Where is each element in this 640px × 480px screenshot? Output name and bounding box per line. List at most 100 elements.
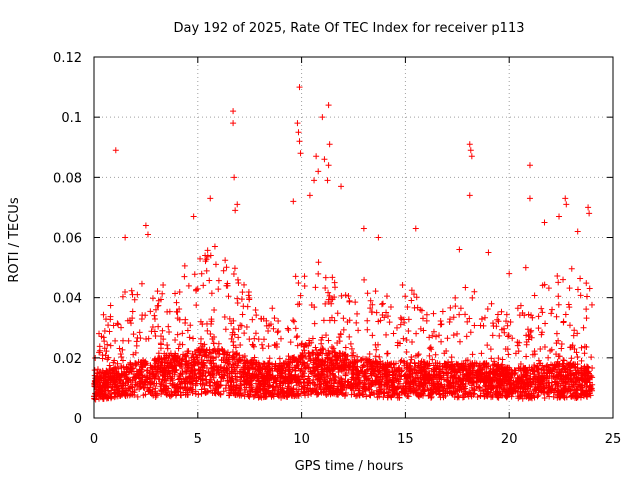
data-point bbox=[199, 381, 206, 388]
data-point bbox=[447, 380, 454, 387]
data-point bbox=[523, 341, 530, 348]
data-point bbox=[261, 336, 268, 343]
data-point bbox=[584, 369, 591, 376]
data-point bbox=[174, 315, 181, 322]
data-point bbox=[330, 385, 337, 392]
data-point bbox=[563, 201, 570, 208]
data-point bbox=[322, 358, 329, 365]
data-point bbox=[411, 366, 418, 373]
data-point bbox=[583, 315, 590, 322]
data-point bbox=[319, 114, 326, 121]
data-point bbox=[94, 389, 101, 396]
data-point bbox=[261, 374, 268, 381]
data-point bbox=[118, 324, 125, 331]
data-point bbox=[203, 357, 210, 364]
data-point bbox=[295, 129, 302, 136]
data-point bbox=[470, 391, 477, 398]
data-point bbox=[114, 388, 121, 395]
data-point bbox=[387, 303, 394, 310]
data-point bbox=[156, 355, 163, 362]
data-point bbox=[177, 363, 184, 370]
data-point bbox=[501, 388, 508, 395]
data-point bbox=[584, 293, 591, 300]
data-point bbox=[381, 382, 388, 389]
data-point bbox=[452, 294, 459, 301]
data-point bbox=[420, 327, 427, 334]
data-point bbox=[323, 332, 330, 339]
data-point bbox=[169, 377, 176, 384]
data-point bbox=[239, 311, 246, 318]
data-point bbox=[144, 367, 151, 374]
data-point bbox=[361, 385, 368, 392]
data-point bbox=[527, 328, 534, 335]
data-point bbox=[198, 346, 205, 353]
data-point bbox=[198, 390, 205, 397]
data-point bbox=[184, 327, 191, 334]
data-point bbox=[254, 365, 261, 372]
data-point bbox=[127, 320, 134, 327]
data-point bbox=[125, 387, 132, 394]
data-point bbox=[344, 379, 351, 386]
data-point bbox=[296, 84, 303, 91]
data-point bbox=[203, 352, 210, 359]
data-point bbox=[364, 290, 371, 297]
data-point bbox=[346, 333, 353, 340]
data-point bbox=[204, 327, 211, 334]
data-point bbox=[436, 376, 443, 383]
data-point bbox=[350, 363, 357, 370]
data-point bbox=[211, 334, 218, 340]
data-point bbox=[96, 343, 103, 350]
data-point bbox=[91, 383, 98, 390]
data-point bbox=[214, 367, 221, 374]
data-point bbox=[103, 348, 110, 355]
data-point bbox=[438, 321, 445, 328]
data-point bbox=[181, 378, 188, 385]
data-point bbox=[394, 375, 401, 382]
data-point bbox=[436, 387, 443, 394]
data-point bbox=[190, 335, 197, 342]
data-point bbox=[124, 376, 131, 383]
data-point bbox=[183, 368, 190, 375]
data-point bbox=[178, 392, 185, 399]
data-point bbox=[129, 384, 136, 391]
data-point bbox=[562, 380, 569, 387]
data-point bbox=[195, 391, 202, 398]
data-point bbox=[166, 308, 173, 315]
data-point bbox=[430, 328, 437, 335]
data-point bbox=[263, 363, 270, 370]
data-point bbox=[488, 300, 495, 307]
data-point bbox=[384, 313, 391, 320]
data-point bbox=[220, 267, 227, 274]
data-point bbox=[100, 334, 107, 341]
data-point bbox=[535, 357, 542, 364]
data-point bbox=[364, 357, 371, 364]
data-point bbox=[417, 325, 424, 332]
data-point bbox=[204, 253, 211, 260]
data-point bbox=[315, 259, 322, 266]
data-point bbox=[235, 280, 242, 287]
data-point bbox=[211, 306, 218, 313]
data-point bbox=[495, 355, 502, 362]
data-point bbox=[352, 385, 359, 392]
data-point bbox=[301, 370, 308, 377]
data-point bbox=[233, 382, 240, 389]
data-point bbox=[234, 201, 241, 208]
data-point bbox=[190, 375, 197, 382]
data-point bbox=[487, 365, 494, 372]
data-point bbox=[402, 380, 409, 387]
data-point bbox=[148, 328, 155, 335]
data-point bbox=[252, 330, 259, 337]
data-point bbox=[200, 361, 207, 368]
data-point bbox=[534, 363, 541, 370]
data-point bbox=[505, 333, 512, 340]
data-point bbox=[412, 225, 419, 232]
data-point bbox=[128, 287, 135, 294]
data-point bbox=[124, 365, 131, 372]
data-point bbox=[493, 376, 500, 383]
data-point bbox=[393, 385, 400, 392]
data-point bbox=[443, 347, 450, 354]
data-point bbox=[369, 332, 376, 339]
data-point bbox=[564, 360, 571, 367]
data-point bbox=[399, 367, 406, 374]
data-point bbox=[295, 279, 302, 286]
